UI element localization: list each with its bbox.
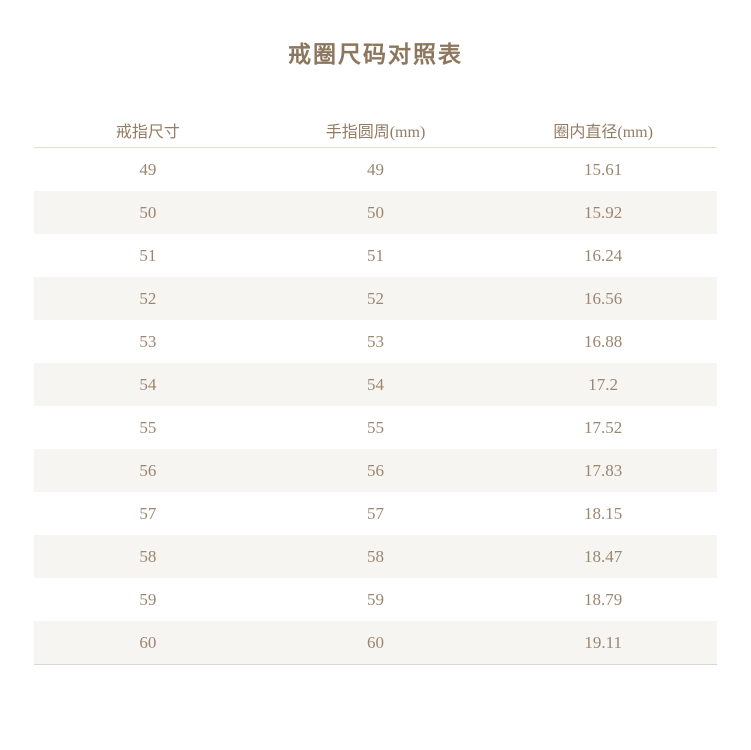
cell-inner-diameter: 17.83	[584, 460, 623, 480]
cell-inner-diameter: 16.56	[584, 288, 623, 308]
cell-inner-diameter: 17.52	[584, 417, 623, 437]
cell-finger-circumference: 60	[367, 632, 384, 652]
cell-finger-circumference: 56	[367, 460, 384, 480]
cell-finger-circumference: 57	[367, 503, 384, 523]
table-header-row: 戒指尺寸 手指圆周(mm) 圈内直径(mm)	[34, 112, 717, 148]
cell-finger-circumference: 52	[367, 288, 384, 308]
cell-finger-circumference: 53	[367, 331, 384, 351]
cell-inner-diameter: 18.47	[584, 546, 623, 566]
cell-ring-size: 54	[139, 374, 157, 394]
cell-ring-size: 60	[139, 632, 157, 652]
cell-inner-diameter: 16.24	[584, 245, 623, 265]
page-title: 戒圈尺码对照表	[288, 42, 463, 67]
table-row: 52 52 16.56	[34, 277, 717, 320]
cell-ring-size: 56	[139, 460, 157, 480]
column-header-ring-size: 戒指尺寸	[115, 123, 180, 141]
column-header-finger-circumference: 手指圆周(mm)	[325, 123, 426, 141]
cell-finger-circumference: 55	[367, 417, 384, 437]
table-row: 50 50 15.92	[34, 191, 717, 234]
table-row: 57 57 18.15	[34, 492, 717, 535]
cell-inner-diameter: 19.11	[584, 632, 622, 652]
table-row: 59 59 18.79	[34, 578, 717, 621]
cell-finger-circumference: 54	[367, 374, 384, 394]
cell-inner-diameter: 18.15	[584, 503, 623, 523]
cell-ring-size: 55	[139, 417, 157, 437]
cell-finger-circumference: 49	[367, 159, 384, 179]
cell-finger-circumference: 58	[367, 546, 384, 566]
cell-inner-diameter: 15.92	[584, 202, 623, 222]
cell-ring-size: 50	[139, 202, 157, 222]
column-header-inner-diameter: 圈内直径(mm)	[553, 123, 653, 141]
cell-inner-diameter: 16.88	[584, 331, 623, 351]
table-body: 49 49 15.61 50 50 15.92 51 51 16.24 52 5…	[34, 148, 717, 665]
table-row: 60 60 19.11	[34, 621, 717, 664]
cell-inner-diameter: 15.61	[584, 159, 623, 179]
table-row: 53 53 16.88	[34, 320, 717, 363]
table-row: 54 54 17.2	[34, 363, 717, 406]
cell-ring-size: 57	[139, 503, 157, 523]
cell-finger-circumference: 59	[367, 589, 384, 609]
cell-ring-size: 52	[139, 288, 157, 308]
table-row: 55 55 17.52	[34, 406, 717, 449]
cell-inner-diameter: 17.2	[588, 374, 619, 394]
cell-ring-size: 49	[139, 159, 157, 179]
table-row: 51 51 16.24	[34, 234, 717, 277]
cell-ring-size: 53	[139, 331, 157, 351]
table-row: 56 56 17.83	[34, 449, 717, 492]
cell-finger-circumference: 51	[367, 245, 384, 265]
table-row: 58 58 18.47	[34, 535, 717, 578]
cell-inner-diameter: 18.79	[584, 589, 623, 609]
cell-ring-size: 59	[139, 589, 157, 609]
cell-ring-size: 58	[139, 546, 157, 566]
cell-ring-size: 51	[139, 245, 157, 265]
cell-finger-circumference: 50	[367, 202, 384, 222]
table-row: 49 49 15.61	[34, 148, 717, 191]
size-comparison-table: 戒指尺寸 手指圆周(mm) 圈内直径(mm) 49 49 15.61 50 50…	[34, 112, 717, 665]
